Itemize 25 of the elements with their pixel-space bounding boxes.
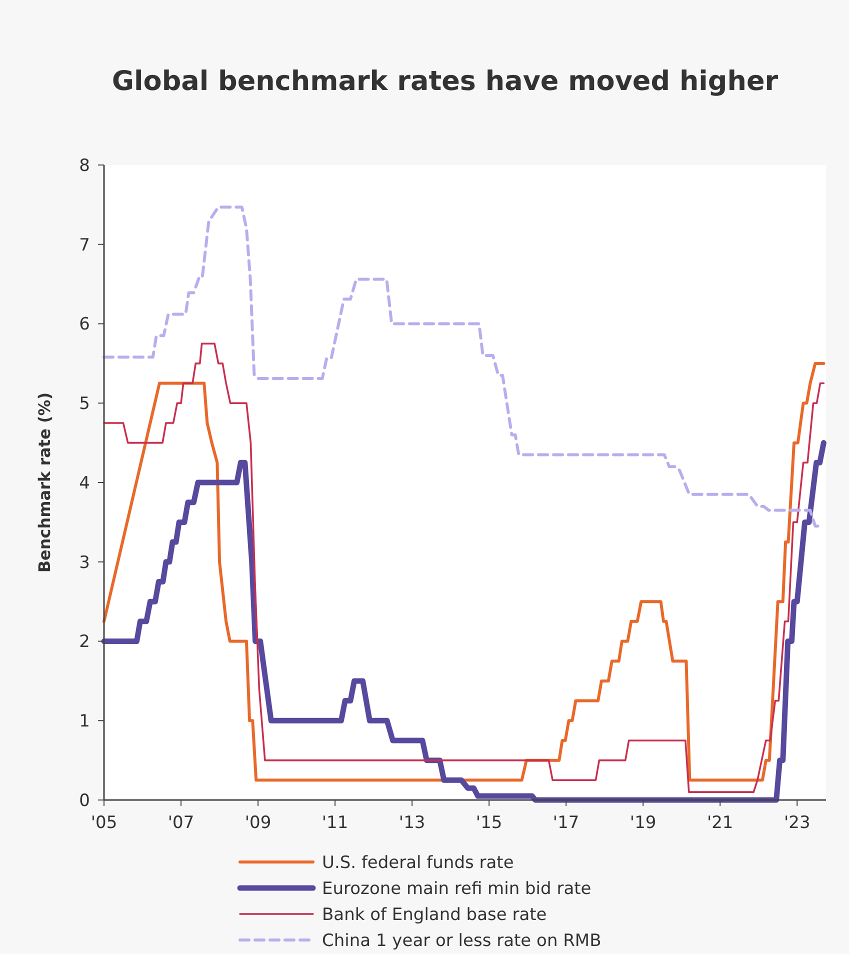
y-tick-label: 7 (79, 235, 90, 256)
legend-label: China 1 year or less rate on RMB (322, 930, 602, 951)
y-axis-title: Benchmark rate (%) (35, 392, 54, 573)
y-tick-label: 3 (79, 552, 90, 573)
y-tick-label: 4 (79, 473, 90, 494)
y-tick-label: 0 (79, 790, 90, 811)
y-tick-label: 1 (79, 712, 90, 732)
legend-label: U.S. federal funds rate (322, 852, 514, 873)
chart-title: Global benchmark rates have moved higher (112, 66, 779, 97)
legend-label: Bank of England base rate (322, 904, 547, 925)
x-tick-label: '13 (398, 813, 426, 833)
y-tick-label: 8 (79, 156, 90, 176)
y-tick-label: 5 (79, 394, 90, 414)
x-tick-label: '07 (168, 813, 194, 833)
x-tick-label: '23 (784, 813, 810, 833)
legend-label: Eurozone main refi min bid rate (322, 878, 592, 899)
x-tick-label: '15 (476, 813, 502, 833)
x-tick-label: '19 (630, 813, 656, 833)
x-tick-label: '11 (322, 813, 348, 833)
x-tick-label: '17 (552, 813, 580, 833)
x-tick-label: '21 (706, 813, 734, 833)
x-tick-label: '05 (90, 813, 118, 833)
y-tick-label: 2 (79, 632, 90, 652)
x-tick-label: '09 (244, 813, 272, 833)
y-tick-label: 6 (79, 314, 90, 335)
